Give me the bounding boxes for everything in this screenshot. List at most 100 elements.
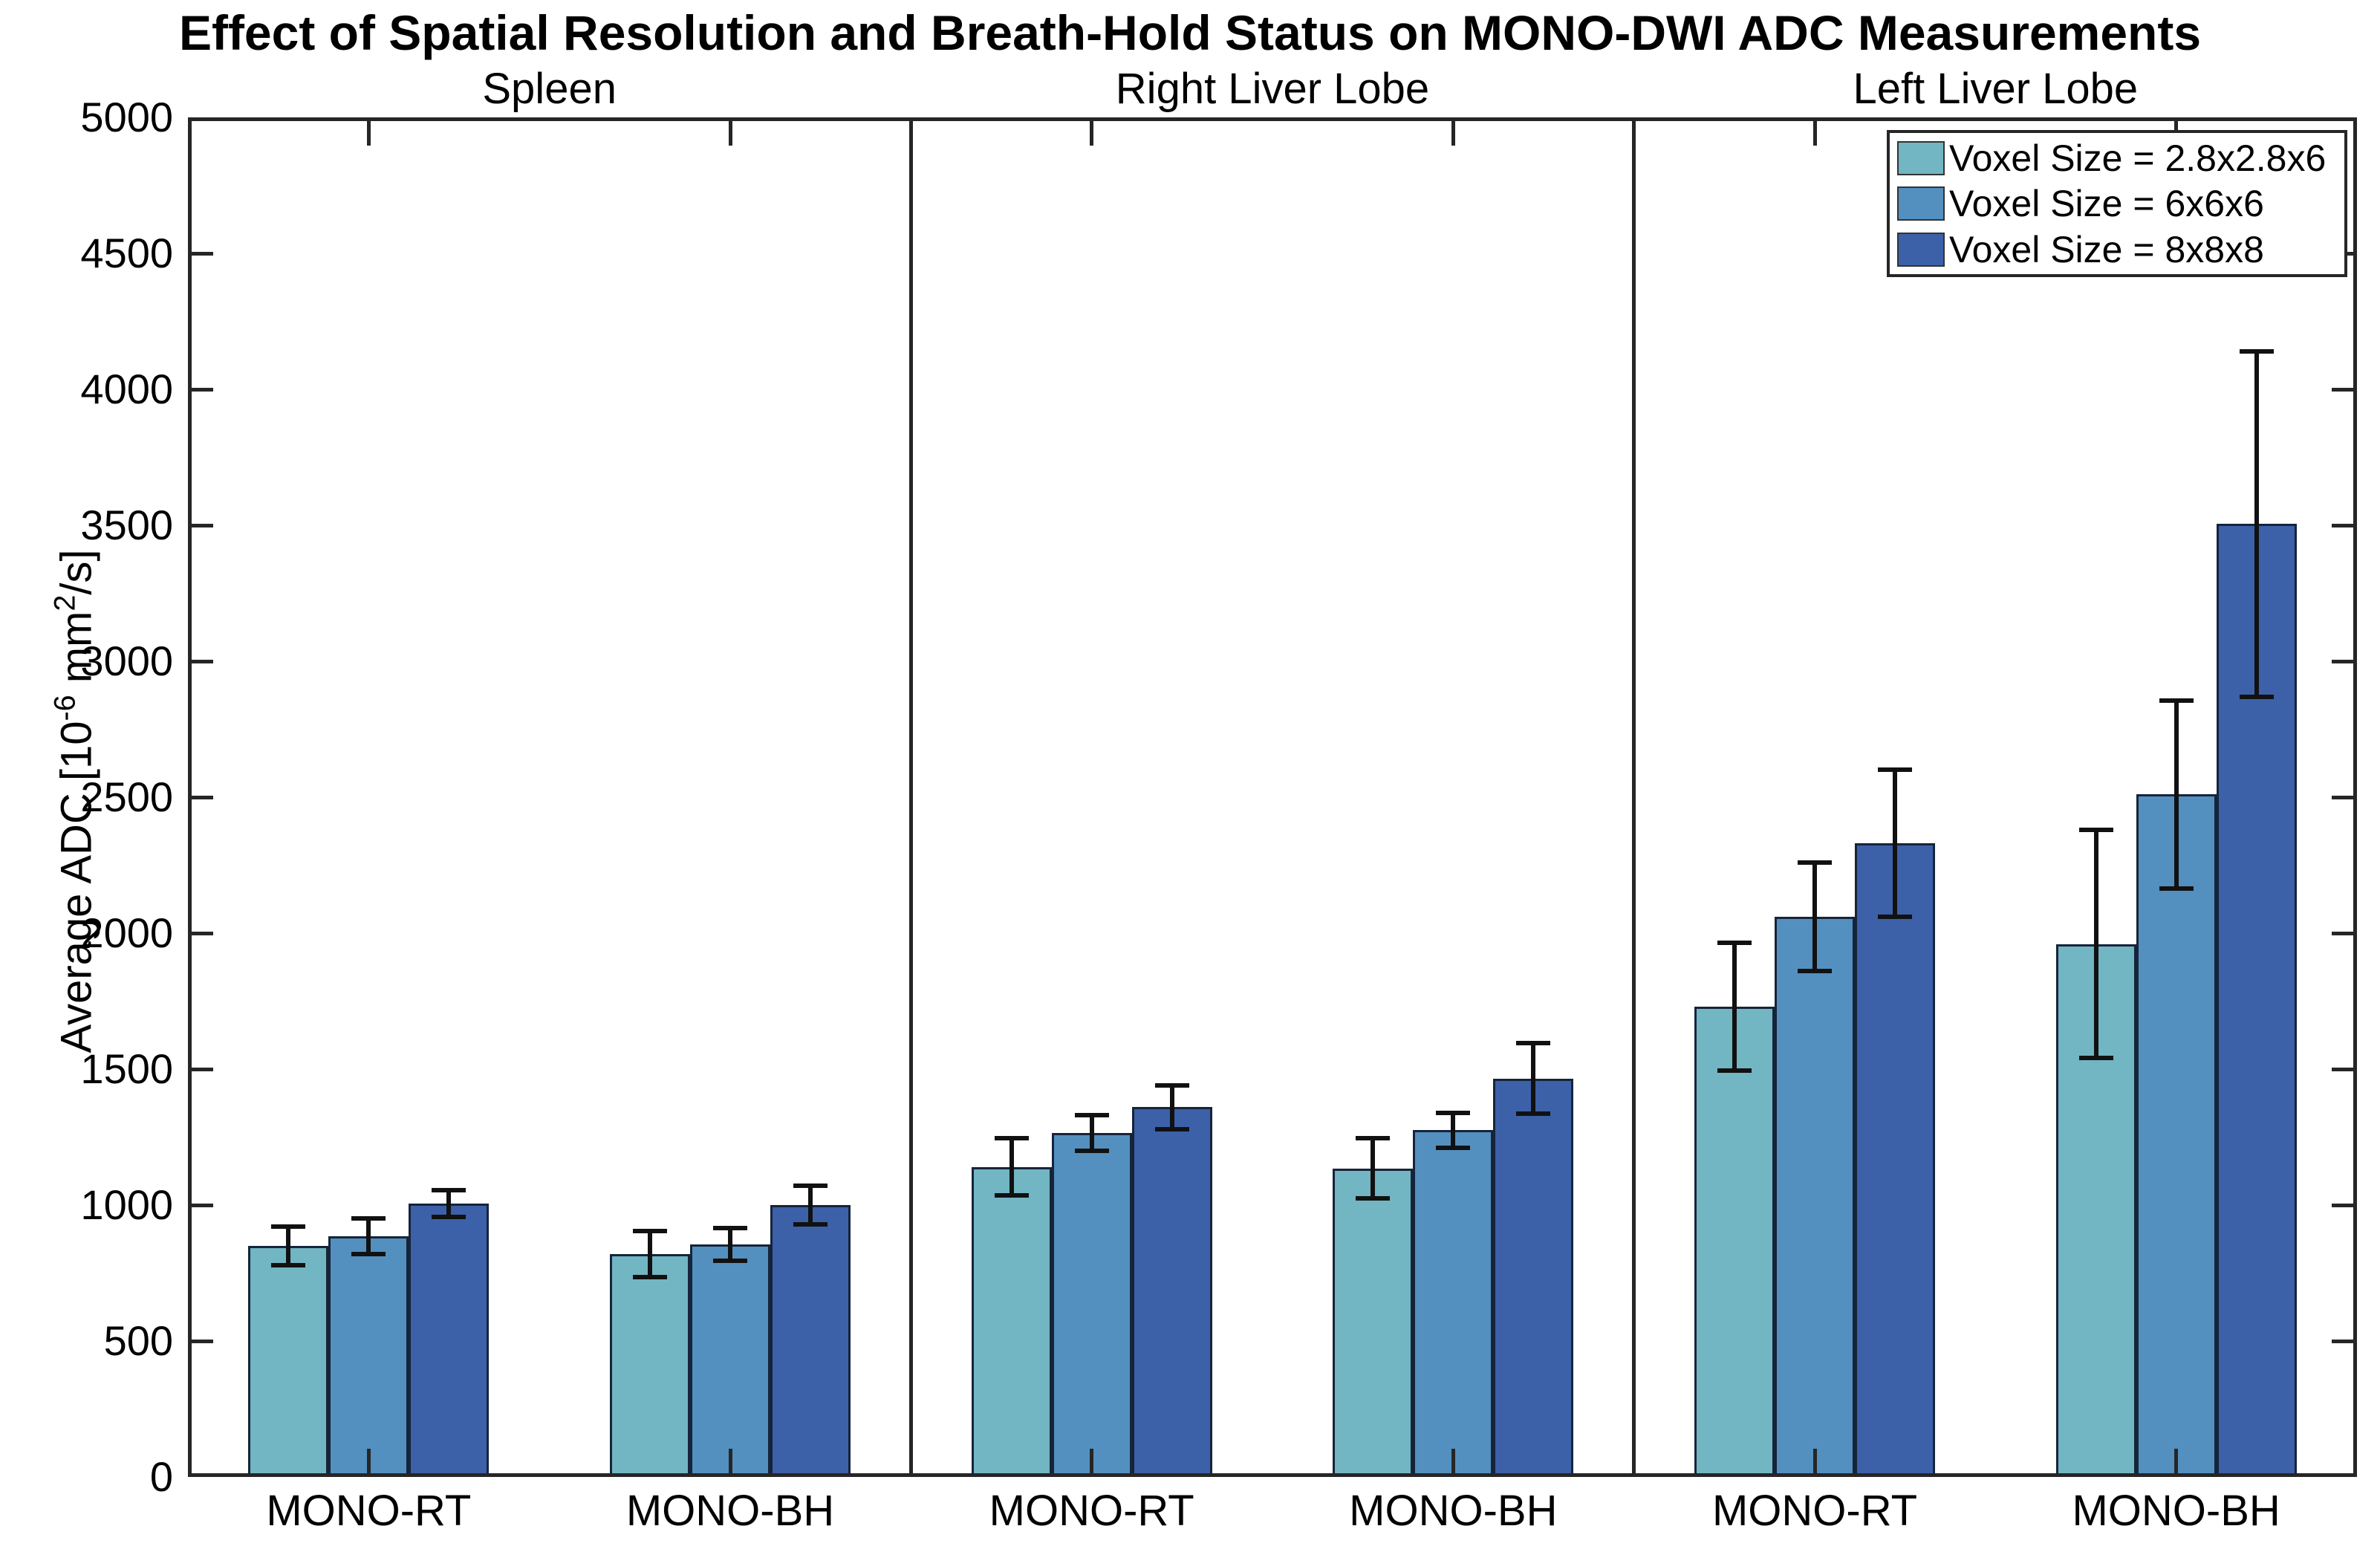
y-tick-label: 5000 xyxy=(80,94,173,140)
legend-entry: Voxel Size = 6x6x6 xyxy=(1890,183,2344,224)
error-bar-cap-top xyxy=(1516,1041,1551,1046)
error-bar-cap-top xyxy=(351,1216,386,1221)
y-tick-left xyxy=(188,1339,213,1343)
plot-border-top xyxy=(188,117,2357,121)
y-tick-label: 4000 xyxy=(80,366,173,412)
error-bar-cap-top xyxy=(633,1228,667,1233)
bar xyxy=(2136,794,2217,1477)
error-bar-cap-bottom xyxy=(1878,915,1912,920)
error-bar-cap-bottom xyxy=(793,1221,828,1227)
x-tick-bottom xyxy=(1090,1449,1094,1477)
bar xyxy=(409,1204,490,1477)
bar xyxy=(248,1245,329,1477)
error-bar-cap-bottom xyxy=(351,1251,386,1256)
error-bar-stem xyxy=(366,1218,371,1254)
error-bar-stem xyxy=(1169,1085,1174,1129)
y-tick-right xyxy=(2332,931,2357,935)
error-bar-stem xyxy=(1009,1138,1014,1196)
error-bar-stem xyxy=(2173,701,2179,889)
x-tick-bottom xyxy=(728,1449,732,1477)
y-tick-right xyxy=(2332,659,2357,663)
y-axis-label-text: Average ADC [10 xyxy=(52,721,101,1053)
y-tick-left xyxy=(188,251,213,256)
chart-title: Effect of Spatial Resolution and Breath-… xyxy=(178,5,2202,60)
panel-divider xyxy=(908,117,913,1477)
legend-entry: Voxel Size = 2.8x2.8x6 xyxy=(1890,137,2344,179)
y-tick-label: 500 xyxy=(103,1317,173,1364)
y-tick-left xyxy=(188,931,213,935)
y-axis-label-superscript: 2 xyxy=(48,594,82,611)
error-bar-stem xyxy=(1732,942,1737,1071)
bar xyxy=(1855,843,1935,1477)
y-tick-right xyxy=(2332,1339,2357,1343)
error-bar-cap-top xyxy=(1798,860,1832,865)
error-bar-cap-bottom xyxy=(1074,1148,1109,1153)
y-tick-left xyxy=(188,523,213,527)
error-bar-cap-top xyxy=(2239,348,2274,354)
error-bar-stem xyxy=(1812,862,1817,972)
y-tick-label: 3500 xyxy=(80,501,173,548)
error-bar-stem xyxy=(1451,1112,1456,1149)
y-axis-label-superscript: -6 xyxy=(48,695,82,721)
y-tick-label: 2000 xyxy=(80,909,173,956)
legend: Voxel Size = 2.8x2.8x6 Voxel Size = 6x6x6… xyxy=(1887,130,2347,277)
error-bar-stem xyxy=(1531,1043,1536,1114)
y-tick-label: 0 xyxy=(149,1453,173,1500)
error-bar-stem xyxy=(648,1230,652,1277)
error-bar-stem xyxy=(1089,1115,1094,1151)
bar xyxy=(770,1205,851,1477)
y-tick-left xyxy=(188,1067,213,1071)
legend-swatch xyxy=(1897,232,1945,267)
error-bar-cap-bottom xyxy=(1154,1126,1189,1131)
panel-subtitle: Spleen xyxy=(482,65,617,113)
y-tick-right xyxy=(2332,1203,2357,1207)
x-tick-bottom xyxy=(366,1449,371,1477)
error-bar-stem xyxy=(808,1186,813,1224)
error-bar-cap-top xyxy=(713,1226,747,1231)
legend-swatch xyxy=(1897,140,1945,175)
error-bar-stem xyxy=(286,1227,291,1265)
error-bar-cap-top xyxy=(1154,1082,1189,1088)
panel-subtitle: Right Liver Lobe xyxy=(1115,65,1430,113)
bar xyxy=(1333,1168,1414,1477)
x-tick-bottom xyxy=(2174,1449,2179,1477)
x-group-label: MONO-BH xyxy=(1349,1487,1558,1535)
x-tick-top xyxy=(1451,117,1455,146)
x-group-label: MONO-RT xyxy=(989,1487,1194,1535)
bar xyxy=(1493,1078,1574,1477)
error-bar-cap-top xyxy=(432,1187,466,1192)
x-tick-top xyxy=(1090,117,1094,146)
y-tick-label: 2500 xyxy=(80,773,173,820)
y-tick-right xyxy=(2332,1067,2357,1071)
error-bar-cap-bottom xyxy=(1717,1068,1752,1073)
bar xyxy=(328,1236,409,1477)
error-bar-cap-bottom xyxy=(432,1215,466,1220)
panel-divider xyxy=(1632,117,1636,1477)
legend-swatch xyxy=(1897,186,1945,221)
y-tick-left xyxy=(188,795,213,799)
plot-border-bottom xyxy=(188,1473,2357,1477)
error-bar-cap-bottom xyxy=(271,1262,306,1267)
y-tick-label: 3000 xyxy=(80,637,173,684)
error-bar-stem xyxy=(728,1228,732,1262)
error-bar-cap-bottom xyxy=(2159,886,2194,891)
y-axis-label-text: /s] xyxy=(52,549,101,595)
x-group-label: MONO-RT xyxy=(266,1487,472,1535)
error-bar-cap-bottom xyxy=(2239,694,2274,699)
error-bar-cap-top xyxy=(1074,1113,1109,1118)
error-bar-stem xyxy=(446,1189,452,1218)
error-bar-cap-top xyxy=(2159,698,2194,704)
bar xyxy=(971,1166,1052,1477)
bar xyxy=(1775,917,1855,1477)
x-tick-bottom xyxy=(1451,1449,1455,1477)
y-tick-label: 4500 xyxy=(80,230,173,276)
error-bar-cap-top xyxy=(1356,1136,1391,1141)
y-tick-left xyxy=(188,659,213,663)
error-bar-cap-bottom xyxy=(1436,1146,1471,1151)
panel-subtitle: Left Liver Lobe xyxy=(1853,65,2139,113)
x-group-label: MONO-RT xyxy=(1711,1487,1917,1535)
y-tick-right xyxy=(2332,387,2357,392)
y-tick-label: 1500 xyxy=(80,1045,173,1092)
y-tick-left xyxy=(188,1203,213,1207)
